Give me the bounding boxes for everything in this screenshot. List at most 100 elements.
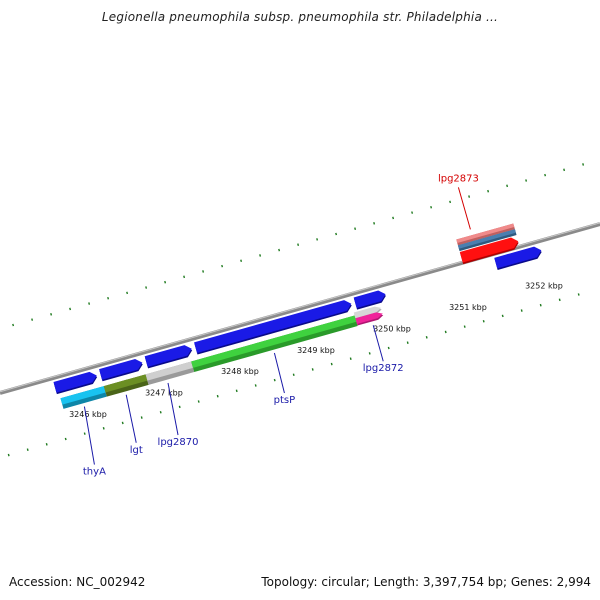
lower-scale-tick bbox=[273, 378, 276, 382]
lower-scale-tick bbox=[64, 437, 67, 441]
forward-gene-0[interactable] bbox=[53, 371, 97, 393]
upper-scale-tick bbox=[107, 296, 110, 300]
lower-scale-tick bbox=[406, 341, 409, 344]
orf-gene-3[interactable] bbox=[191, 315, 357, 368]
lower-scale-tick bbox=[140, 416, 143, 419]
kbp-label: 3249 kbp bbox=[297, 346, 335, 355]
lower-scale-tick bbox=[102, 427, 105, 430]
orf-gene-0[interactable] bbox=[60, 386, 106, 405]
label-leader bbox=[125, 394, 137, 443]
kbp-label: 3246 kbp bbox=[69, 410, 107, 419]
topology-summary: Topology: circular; Length: 3,397,754 bp… bbox=[261, 575, 591, 589]
lower-scale-tick bbox=[7, 453, 10, 457]
dotted-scale-lower bbox=[7, 293, 580, 457]
upper-scale-tick bbox=[278, 248, 281, 252]
upper-feature-track bbox=[456, 223, 519, 265]
upper-scale-tick bbox=[126, 291, 129, 295]
gene-label-ptsP[interactable]: ptsP bbox=[274, 395, 296, 406]
label-leader bbox=[273, 352, 285, 394]
lower-scale-tick bbox=[159, 410, 162, 414]
forward-gene-2[interactable] bbox=[144, 345, 192, 367]
gene-label-lgt[interactable]: lgt bbox=[130, 445, 143, 456]
forward-gene-5[interactable] bbox=[494, 246, 542, 269]
upper-scale-tick bbox=[221, 264, 224, 268]
kbp-label: 3247 kbp bbox=[145, 389, 183, 398]
lower-scale-tick bbox=[425, 336, 428, 339]
upper-gene-2[interactable] bbox=[459, 237, 519, 263]
upper-scale-tick bbox=[373, 222, 376, 225]
lower-scale-tick bbox=[26, 448, 29, 451]
orf-gene-4[interactable] bbox=[353, 306, 382, 319]
gene-label-lpg2872[interactable]: lpg2872 bbox=[363, 363, 404, 374]
kbp-label: 3251 kbp bbox=[449, 303, 487, 312]
forward-gene-3[interactable] bbox=[194, 300, 352, 353]
upper-scale-tick bbox=[392, 216, 395, 220]
upper-gene-1[interactable] bbox=[457, 229, 516, 249]
upper-scale-tick bbox=[411, 211, 414, 214]
lower-scale-tick bbox=[83, 432, 86, 435]
lower-scale-tick bbox=[292, 373, 295, 377]
lower-scale-tick bbox=[539, 303, 542, 307]
orf-gene-5[interactable] bbox=[355, 312, 383, 325]
kbp-label: 3252 kbp bbox=[525, 282, 563, 291]
lower-scale-tick bbox=[577, 293, 580, 296]
gene-label-thyA[interactable]: thyA bbox=[83, 467, 106, 478]
forward-gene-track bbox=[53, 246, 542, 395]
upper-scale-tick bbox=[69, 307, 72, 311]
lower-scale-tick bbox=[482, 319, 485, 323]
upper-scale-tick bbox=[164, 280, 167, 284]
lower-scale-tick bbox=[463, 325, 466, 328]
lower-scale-tick bbox=[349, 357, 352, 360]
upper-scale-tick bbox=[468, 195, 471, 198]
upper-scale-tick bbox=[50, 312, 53, 316]
label-leader bbox=[167, 382, 179, 436]
lower-scale-tick bbox=[558, 298, 561, 302]
label-leader bbox=[372, 325, 384, 362]
orf-gene-2[interactable] bbox=[145, 361, 194, 381]
lower-scale-tick bbox=[368, 352, 371, 355]
upper-scale-tick bbox=[525, 179, 528, 182]
gene-label-lpg2873[interactable]: lpg2873 bbox=[438, 173, 479, 184]
map-title: Legionella pneumophila subsp. pneumophil… bbox=[101, 10, 499, 24]
upper-scale-tick bbox=[259, 254, 262, 257]
lower-scale-tick bbox=[178, 405, 181, 409]
upper-scale-tick bbox=[506, 184, 509, 188]
accession-text: Accession: NC_002942 bbox=[9, 575, 146, 589]
upper-scale-tick bbox=[183, 275, 186, 279]
kbp-labels: 3246 kbp 3247 kbp 3248 kbp 3249 kbp 3250 kbp… bbox=[69, 282, 563, 419]
upper-scale-tick bbox=[430, 205, 433, 209]
kbp-label: 3250 kbp bbox=[373, 324, 411, 333]
upper-scale-tick bbox=[582, 163, 585, 166]
lower-scale-tick bbox=[45, 443, 48, 446]
upper-scale-tick bbox=[335, 232, 338, 236]
upper-scale-tick bbox=[354, 227, 357, 230]
forward-gene-1[interactable] bbox=[99, 359, 143, 380]
upper-scale-tick bbox=[31, 318, 34, 321]
lower-scale-tick bbox=[311, 368, 314, 371]
lower-scale-tick bbox=[520, 309, 523, 312]
lower-scale-tick bbox=[501, 314, 504, 318]
orf-track bbox=[60, 306, 384, 409]
orf-gene-1[interactable] bbox=[103, 374, 148, 393]
lower-scale-tick bbox=[216, 394, 219, 398]
upper-gene-0[interactable] bbox=[456, 223, 515, 244]
upper-scale-tick bbox=[240, 259, 243, 263]
gene-labels: thyA lgt lpg2870 ptsP lpg2872 lpg2873 bbox=[83, 173, 479, 477]
upper-scale-tick bbox=[297, 243, 300, 246]
kbp-label: 3248 kbp bbox=[221, 367, 259, 376]
label-leader bbox=[457, 187, 471, 230]
dotted-scale-upper bbox=[12, 163, 585, 327]
upper-scale-tick bbox=[563, 168, 566, 172]
lower-scale-tick bbox=[235, 389, 238, 393]
lower-scale-tick bbox=[121, 421, 124, 425]
upper-scale-tick bbox=[202, 270, 205, 273]
gene-label-lpg2870[interactable]: lpg2870 bbox=[158, 437, 199, 448]
upper-scale-tick bbox=[145, 286, 148, 289]
forward-gene-4[interactable] bbox=[353, 290, 386, 309]
lower-scale-tick bbox=[444, 330, 447, 334]
upper-scale-tick bbox=[449, 200, 452, 204]
lower-scale-tick bbox=[254, 384, 257, 387]
lower-scale-tick bbox=[330, 362, 333, 366]
upper-scale-tick bbox=[544, 173, 547, 177]
